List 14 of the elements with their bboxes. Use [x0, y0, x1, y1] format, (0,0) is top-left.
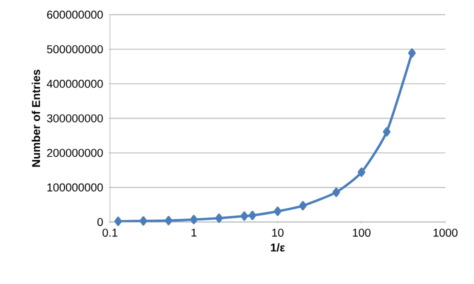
y-tick-label: 400000000	[46, 80, 103, 88]
y-tick-label: 100000000	[47, 183, 103, 192]
y-tick-label: 200000000	[47, 148, 103, 157]
y-axis-title: Number of Entries	[32, 70, 40, 167]
x-tick-label: 100	[352, 228, 370, 237]
y-tick-label: 300000000	[47, 114, 103, 122]
y-tick-label: 600000000	[47, 10, 103, 19]
y-tick-label: 500000000	[47, 45, 103, 54]
x-tick-label: 10	[272, 228, 284, 237]
x-tick-label: 1000	[434, 228, 458, 237]
x-tick-label: 0.1	[102, 228, 118, 237]
x-tick-label: 1	[192, 228, 196, 236]
y-tick-label: 0	[97, 218, 103, 226]
x-axis-title: 1/ε	[270, 243, 285, 252]
